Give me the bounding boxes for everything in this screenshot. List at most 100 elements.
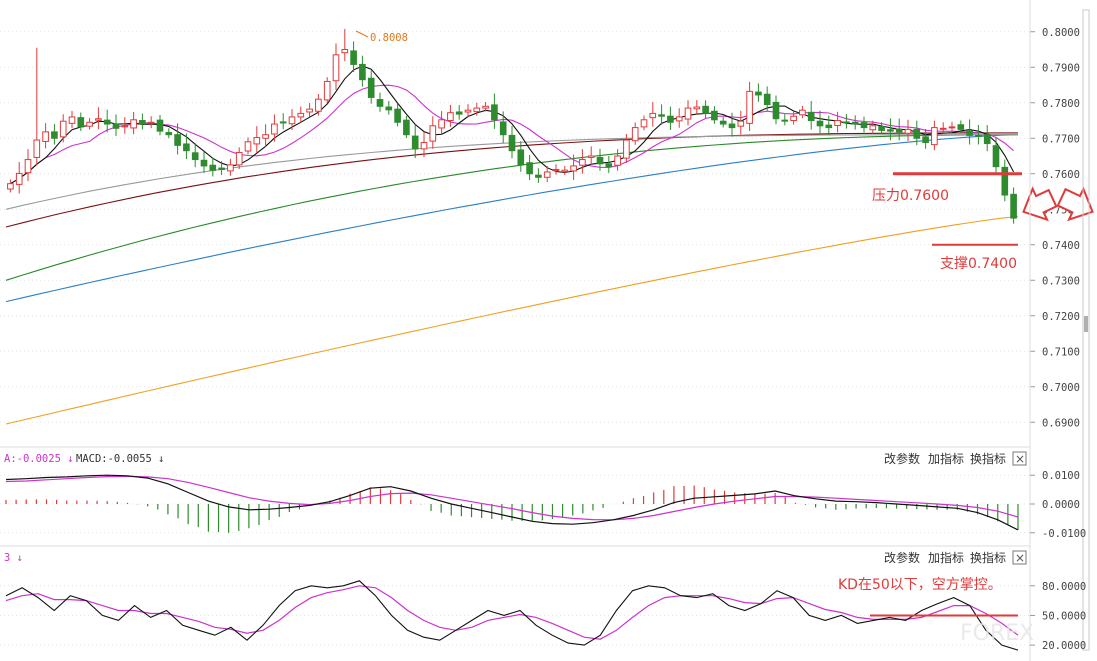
candle-body [394,108,401,123]
scrollbar-track[interactable] [1082,9,1090,651]
candle-body [702,105,709,114]
candle-body [816,120,824,127]
price-tick-label: 0.7400 [1042,240,1080,252]
close-glyph: × [1015,452,1025,466]
candle-body [455,111,463,115]
candle-body [447,112,454,122]
candle-body [191,152,199,161]
close-icon[interactable]: × [1012,451,1027,466]
candle-body [262,134,269,139]
candle-body [737,120,745,127]
candle-body [887,129,894,132]
candle-body [596,156,604,165]
candle-body [218,167,225,170]
kd-tick-label: 80.0000 [1042,581,1086,593]
arrow-right-icon [1056,186,1094,222]
macd-tick-label: 0.0100 [1042,470,1080,482]
candle-body [341,49,349,54]
candle-body [499,121,507,136]
candle-body [323,80,331,101]
candle-body [543,171,551,178]
kd-add-indicator-button[interactable]: 加指标 [928,550,964,565]
candle-body [1010,193,1017,219]
candle-body [922,136,929,144]
candle-body [719,120,727,125]
candle-body [605,163,613,168]
price-candles [7,28,1017,224]
kd-change-params-button[interactable]: 改参数 [884,550,920,565]
candle-body [693,106,701,110]
watermark: FOREX [960,621,1034,646]
price-tick-label: 0.7800 [1042,98,1080,110]
kd-label: 3 ↓ [4,552,23,564]
candle-body [376,99,384,107]
kd-switch-indicator-button[interactable]: 换指标 [970,550,1006,565]
candle-body [367,77,375,98]
price-tick-label: 0.7100 [1042,346,1080,358]
candle-body [33,139,41,158]
candle-body [834,120,841,126]
candle-body [790,115,797,121]
candle-body [517,149,525,166]
candle-body [561,169,569,173]
change-params-button[interactable]: 改参数 [884,451,920,466]
candle-body [508,134,516,152]
candle-body [429,125,437,142]
candle-body [763,93,771,106]
candle-body [95,118,102,121]
candle-body [667,115,674,123]
candle-body [878,126,885,131]
candle-body [156,119,164,132]
kd-axis: 80.0000 50.0000 20.0000 [1030,581,1086,652]
candle-body [297,112,305,118]
candle-body [781,119,789,122]
candle-body [939,127,947,130]
price-tick-label: 0.7700 [1042,133,1080,145]
candle-body [244,141,252,152]
candle-body [147,121,155,124]
candle-body [139,120,146,125]
candle-body [130,119,137,129]
candle-body [112,123,120,129]
candle-body [843,121,850,124]
candle-body [579,159,586,166]
price-tick-label: 0.7600 [1042,169,1080,181]
candle-body [68,116,76,124]
macd-toolbar: 改参数 加指标 换指标 × [884,451,1027,466]
resistance-label: 压力0.7600 [872,188,949,204]
kd-close-icon[interactable]: × [1012,550,1027,565]
candle-body [411,135,419,150]
candle-body [174,134,181,146]
candle-body [350,50,357,65]
macd-lines [5,474,1019,531]
candle-body [438,119,445,129]
price-tick-label: 0.8000 [1042,27,1080,39]
price-tick-label: 0.6900 [1042,417,1080,429]
kd-tick-label: 50.0000 [1042,610,1086,622]
kd-header: 3 ↓ [4,552,23,564]
macd-header: A:-0.0025 ↓ MACD:-0.0055 ↓ [4,453,165,465]
candle-body [684,107,692,120]
macd-value-label: MACD:-0.0055 ↓ [76,453,165,465]
candle-body [103,119,111,125]
candle-body [482,105,489,109]
add-indicator-button[interactable]: 加指标 [928,451,964,466]
candle-body [51,131,58,139]
candle-body [807,111,815,121]
candle-body [1001,166,1009,196]
macd-tick-label: -0.0100 [1042,528,1086,540]
arrow-left-icon [1022,186,1058,222]
kd-toolbar: 改参数 加指标 换指标 × [884,550,1027,565]
candle-body [209,164,217,171]
candle-body [59,120,67,138]
candle-body [491,104,498,121]
switch-indicator-button[interactable]: 换指标 [970,451,1006,466]
kd-tick-label: 20.0000 [1042,640,1086,652]
candle-body [86,121,93,127]
candle-body [7,183,14,190]
macd-dif-line [5,474,1019,531]
price-tick-label: 0.7300 [1042,275,1080,287]
candle-body [913,128,921,139]
scrollbar-thumb[interactable] [1084,316,1088,332]
